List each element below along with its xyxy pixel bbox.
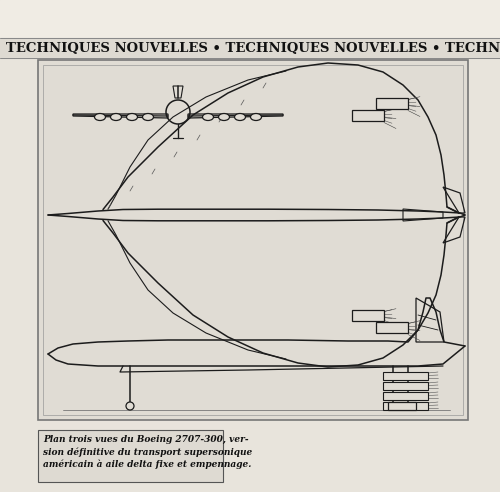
Ellipse shape <box>94 114 106 121</box>
Bar <box>383 372 428 380</box>
Bar <box>352 309 384 320</box>
Bar <box>376 321 408 333</box>
Text: TECHNIQUES NOUVELLES • TECHNIQUES NOUVELLES • TECHNIC: TECHNIQUES NOUVELLES • TECHNIQUES NOUVEL… <box>6 41 500 55</box>
Bar <box>383 392 428 400</box>
Bar <box>388 402 416 410</box>
Polygon shape <box>416 298 444 342</box>
Bar <box>383 382 428 390</box>
Ellipse shape <box>110 114 122 121</box>
Ellipse shape <box>126 114 138 121</box>
Bar <box>43 65 463 415</box>
Bar <box>38 60 468 420</box>
Bar <box>376 97 408 109</box>
Ellipse shape <box>142 114 154 121</box>
Ellipse shape <box>218 114 230 121</box>
Bar <box>0 0 500 38</box>
Circle shape <box>126 402 134 410</box>
Ellipse shape <box>202 114 213 121</box>
Bar <box>383 402 428 410</box>
Polygon shape <box>403 209 443 221</box>
Ellipse shape <box>234 114 246 121</box>
Polygon shape <box>73 114 168 118</box>
Text: Plan trois vues du Boeing 2707-300, ver-
sion définitive du transport supersoniq: Plan trois vues du Boeing 2707-300, ver-… <box>43 435 253 469</box>
Polygon shape <box>188 114 283 118</box>
Bar <box>352 110 384 121</box>
Bar <box>38 430 223 482</box>
Bar <box>0 38 500 58</box>
Ellipse shape <box>250 114 262 121</box>
